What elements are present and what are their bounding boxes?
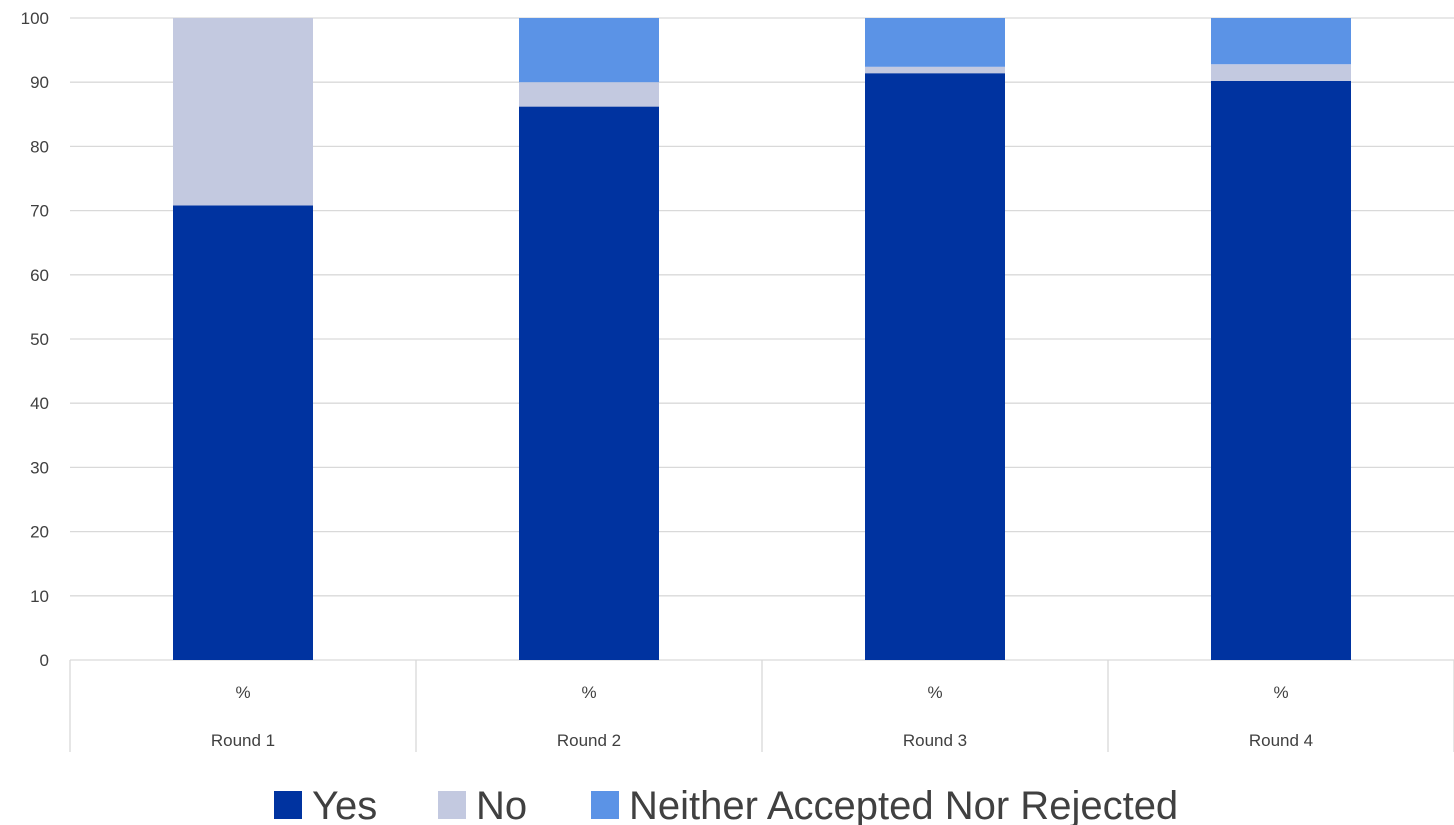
legend: Yes No Neither Accepted Nor Rejected [274,784,1178,825]
x-category-label: Round 1 [211,731,275,750]
y-tick-label: 60 [30,266,49,285]
legend-label: Yes [312,784,377,825]
y-tick-label: 80 [30,137,49,156]
y-tick-label: 20 [30,523,49,542]
legend-swatch [274,791,302,819]
x-sublabel: % [235,683,250,702]
x-category-label: Round 4 [1249,731,1313,750]
x-sublabel: % [1273,683,1288,702]
y-tick-label: 50 [30,330,49,349]
y-tick-label: 70 [30,202,49,221]
legend-swatch [438,791,466,819]
bar-segment-yes [1211,80,1351,660]
x-category-label: Round 2 [557,731,621,750]
y-tick-label: 100 [21,9,49,28]
y-tick-label: 30 [30,458,49,477]
legend-swatch [591,791,619,819]
x-category-label: Round 3 [903,731,967,750]
bar-segment-no [519,82,659,107]
y-tick-label: 40 [30,394,49,413]
x-sublabel: % [581,683,596,702]
bar-segment-neither-accepted-nor-rejected [519,18,659,83]
legend-label: Neither Accepted Nor Rejected [629,784,1178,825]
y-tick-label: 0 [40,651,49,670]
bar-segment-yes [865,73,1005,661]
bar-segment-no [865,66,1005,74]
bar-segment-neither-accepted-nor-rejected [1211,18,1351,65]
y-tick-label: 10 [30,587,49,606]
y-tick-label: 90 [30,73,49,92]
bar-segment-neither-accepted-nor-rejected [865,18,1005,67]
bars [173,18,1351,661]
bar-segment-no [1211,64,1351,81]
bar-segment-yes [173,205,313,661]
x-axis: % Round 1% Round 2% Round 3% Round 4 [69,660,1454,752]
bar-segment-yes [519,106,659,660]
y-axis: 0 10 20 30 40 50 60 70 80 90 100 [21,9,49,670]
bar-segment-no [173,18,313,206]
x-sublabel: % [927,683,942,702]
legend-label: No [476,784,527,825]
